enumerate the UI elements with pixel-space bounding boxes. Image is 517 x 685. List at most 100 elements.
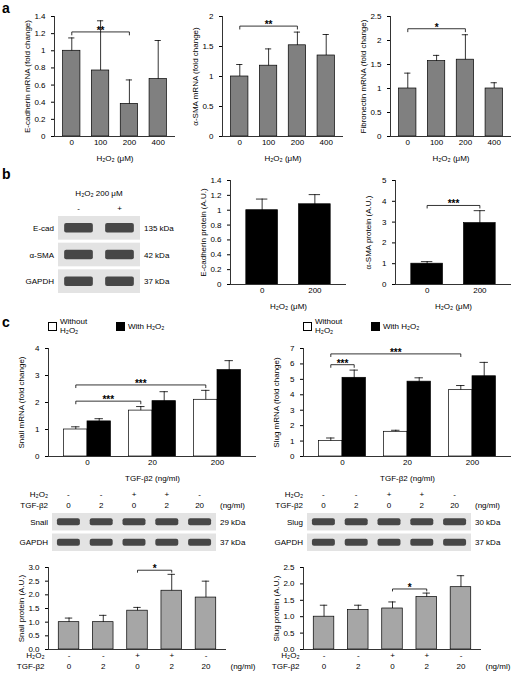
svg-text:***: *** xyxy=(337,358,349,369)
svg-text:4: 4 xyxy=(35,344,40,353)
svg-text:TGF-β2: TGF-β2 xyxy=(275,501,303,510)
svg-text:-: - xyxy=(77,204,80,213)
svg-text:3: 3 xyxy=(382,218,387,227)
svg-text:-: - xyxy=(322,490,325,499)
svg-text:0: 0 xyxy=(217,280,222,289)
svg-text:+: + xyxy=(387,490,392,499)
svg-text:(ng/ml): (ng/ml) xyxy=(231,662,256,671)
svg-text:5: 5 xyxy=(290,375,295,384)
svg-text:0: 0 xyxy=(340,458,345,467)
svg-text:42 kDa: 42 kDa xyxy=(144,251,170,260)
svg-text:0.6: 0.6 xyxy=(210,235,222,244)
svg-text:H₂O₂: H₂O₂ xyxy=(281,651,299,660)
svg-text:0: 0 xyxy=(67,662,72,671)
svg-text:3: 3 xyxy=(35,371,40,380)
svg-text:1: 1 xyxy=(290,437,295,446)
svg-text:200: 200 xyxy=(466,458,480,467)
svg-text:0: 0 xyxy=(290,452,295,461)
svg-text:α-SMA protein (A.U.): α-SMA protein (A.U.) xyxy=(364,195,373,269)
svg-text:TGF-β2: TGF-β2 xyxy=(17,662,45,671)
svg-text:***: *** xyxy=(102,394,114,405)
svg-text:1.5: 1.5 xyxy=(370,60,382,69)
svg-text:0: 0 xyxy=(322,662,327,671)
svg-text:H₂O₂: H₂O₂ xyxy=(285,490,303,499)
svg-text:2.5: 2.5 xyxy=(28,577,40,586)
svg-text:37 kDa: 37 kDa xyxy=(220,538,246,547)
svg-text:0: 0 xyxy=(209,132,214,141)
svg-text:GAPDH: GAPDH xyxy=(275,538,304,547)
svg-text:+: + xyxy=(424,651,429,660)
svg-text:GAPDH: GAPDH xyxy=(20,538,49,547)
svg-text:2: 2 xyxy=(165,501,170,510)
svg-text:1: 1 xyxy=(217,206,222,215)
svg-text:29 kDa: 29 kDa xyxy=(220,518,246,527)
svg-text:*: * xyxy=(435,22,439,33)
svg-text:-: - xyxy=(323,651,326,660)
svg-text:0: 0 xyxy=(387,501,392,510)
svg-text:+: + xyxy=(164,490,169,499)
svg-text:2: 2 xyxy=(377,36,382,45)
svg-text:2: 2 xyxy=(35,398,40,407)
svg-text:-: - xyxy=(357,651,360,660)
svg-text:H₂O₂ (μM): H₂O₂ (μM) xyxy=(264,154,301,163)
svg-text:1: 1 xyxy=(209,72,214,81)
svg-text:200: 200 xyxy=(211,458,225,467)
svg-text:200: 200 xyxy=(308,286,322,295)
svg-text:100: 100 xyxy=(430,138,444,147)
svg-text:4: 4 xyxy=(382,197,387,206)
svg-text:7: 7 xyxy=(290,344,295,353)
svg-text:TGF-β2: TGF-β2 xyxy=(20,501,48,510)
svg-text:0: 0 xyxy=(390,662,395,671)
svg-text:*: * xyxy=(153,563,157,574)
svg-text:0.8: 0.8 xyxy=(210,221,222,230)
svg-text:2: 2 xyxy=(425,662,430,671)
svg-text:Slug mRNA (fold change): Slug mRNA (fold change) xyxy=(272,357,281,448)
svg-text:H₂O₂ 200 μM: H₂O₂ 200 μM xyxy=(75,189,123,198)
svg-text:0.4: 0.4 xyxy=(210,250,222,259)
svg-text:37 kDa: 37 kDa xyxy=(144,277,170,286)
svg-text:E-cadherin mRNA (fold change): E-cadherin mRNA (fold change) xyxy=(23,20,32,133)
svg-text:2: 2 xyxy=(290,421,295,430)
svg-text:4: 4 xyxy=(290,390,295,399)
svg-text:0: 0 xyxy=(382,280,387,289)
svg-text:0.6: 0.6 xyxy=(34,81,46,90)
svg-text:-: - xyxy=(67,490,70,499)
svg-text:20: 20 xyxy=(403,458,412,467)
svg-text:2: 2 xyxy=(170,662,175,671)
svg-text:200: 200 xyxy=(473,286,487,295)
svg-text:2.5: 2.5 xyxy=(370,12,382,21)
svg-text:3: 3 xyxy=(290,406,295,415)
svg-text:0.2: 0.2 xyxy=(210,265,222,274)
svg-text:E-cad: E-cad xyxy=(33,224,54,233)
svg-text:1: 1 xyxy=(377,84,382,93)
svg-text:2: 2 xyxy=(99,501,104,510)
svg-text:2: 2 xyxy=(101,662,106,671)
svg-text:30 kDa: 30 kDa xyxy=(475,518,501,527)
svg-text:2.5: 2.5 xyxy=(283,563,295,572)
svg-text:0.5: 0.5 xyxy=(28,631,40,640)
svg-text:0: 0 xyxy=(132,501,137,510)
svg-text:GAPDH: GAPDH xyxy=(26,277,55,286)
svg-text:20: 20 xyxy=(195,501,204,510)
svg-text:2.0: 2.0 xyxy=(28,590,40,599)
svg-text:1.0: 1.0 xyxy=(283,612,295,621)
svg-text:(ng/ml): (ng/ml) xyxy=(486,662,511,671)
svg-text:0.4: 0.4 xyxy=(34,98,46,107)
svg-text:TGF-β2 (ng/ml): TGF-β2 (ng/ml) xyxy=(380,474,435,483)
svg-text:0: 0 xyxy=(321,501,326,510)
svg-text:0.5: 0.5 xyxy=(370,108,382,117)
svg-text:+: + xyxy=(419,490,424,499)
svg-text:20: 20 xyxy=(457,662,466,671)
svg-text:Snail protein (A.U.): Snail protein (A.U.) xyxy=(17,574,26,642)
svg-text:5: 5 xyxy=(382,176,387,185)
svg-text:100: 100 xyxy=(94,138,108,147)
svg-text:(ng/ml): (ng/ml) xyxy=(220,501,245,510)
svg-text:Slug protein (A.U.): Slug protein (A.U.) xyxy=(272,575,281,641)
svg-text:37 kDa: 37 kDa xyxy=(475,538,501,547)
svg-text:H₂O₂ (μM): H₂O₂ (μM) xyxy=(270,302,307,311)
svg-text:200: 200 xyxy=(291,138,305,147)
svg-text:1: 1 xyxy=(382,259,387,268)
svg-text:-: - xyxy=(355,490,358,499)
svg-text:400: 400 xyxy=(320,138,334,147)
svg-text:+: + xyxy=(135,651,140,660)
